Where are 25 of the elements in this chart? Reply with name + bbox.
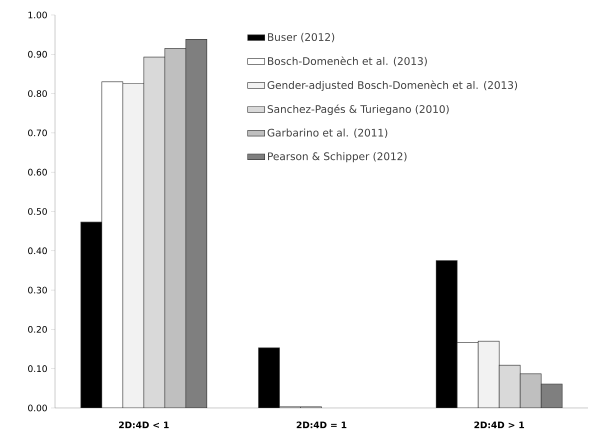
y-tick-label: 0.60 [28,168,47,176]
y-tick-label: 0.20 [28,326,47,333]
y-tick-label: 0.30 [28,286,47,294]
legend-label: Buser (2012) [268,32,334,42]
y-tick-label: 0.70 [28,129,47,136]
x-tick-label: 2D:4D > 1 [474,422,524,428]
x-tick-label: 2D:4D = 1 [296,422,346,428]
bar [258,348,280,408]
y-tick-label: 1.00 [28,12,47,18]
y-tick-label: 0.80 [28,90,47,97]
legend-label: Garbarino et al. (2011) [268,128,388,138]
x-tick-label: 2D:4D < 1 [119,422,169,428]
bar [436,260,458,408]
bar [80,222,102,408]
legend-label: Bosch-Domenèch et al. (2013) [268,56,427,66]
legend-label: Gender-adjusted Bosch-Domenèch et al. (2013) [268,80,518,92]
y-tick-label: 0.40 [28,247,47,254]
y-tick-label: 0.50 [28,208,47,215]
y-tick-label: 0.10 [28,365,47,372]
y-tick-label: 0.90 [28,50,47,58]
bar [144,56,166,408]
legend-label: Pearson & Schipper (2012) [268,152,407,162]
y-tick-label: 0.00 [28,404,47,412]
bar [498,364,520,408]
legend-label: Sanchez-Pagés & Turiegano (2010) [268,104,449,116]
